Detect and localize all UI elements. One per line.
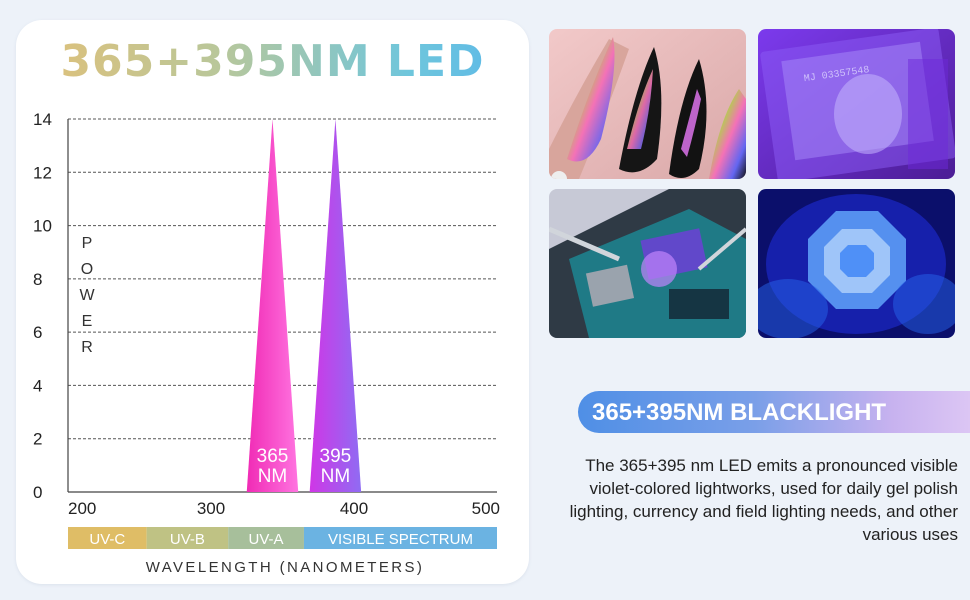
- x-tick-label: 500: [472, 499, 500, 518]
- y-tick-label: 0: [33, 483, 42, 502]
- peak-label: NM: [258, 466, 288, 487]
- chart-title: 365+395NM LED: [0, 36, 545, 88]
- y-tick-label: 10: [33, 217, 52, 236]
- spectrum-band-label: VISIBLE SPECTRUM: [328, 531, 473, 548]
- spectrum-band-label: UV-B: [170, 531, 205, 548]
- nail-polish-photo: [549, 29, 746, 179]
- circuit-board-photo: [549, 189, 746, 338]
- section-description: The 365+395 nm LED emits a pronounced vi…: [569, 456, 958, 544]
- y-tick-label: 14: [33, 110, 52, 129]
- y-tick-label: 2: [33, 430, 42, 449]
- x-tick-label: 200: [68, 499, 96, 518]
- spectrum-band: [146, 527, 229, 549]
- peak-label: NM: [321, 466, 351, 487]
- spectrum-band-label: UV-A: [249, 531, 284, 548]
- y-tick-label: 6: [33, 323, 42, 342]
- spectrum-band: [303, 527, 497, 549]
- section-heading-pill: [578, 391, 970, 433]
- x-axis-label: WAVELENGTH (NANOMETERS): [146, 559, 425, 576]
- y-tick-label: 4: [33, 376, 42, 395]
- x-tick-label: 400: [340, 499, 368, 518]
- spectrum-band-label: UV-C: [89, 531, 125, 548]
- spectrum-peak: [309, 119, 362, 492]
- spectrum-band: [68, 527, 147, 549]
- spectrum-peak: [246, 119, 299, 492]
- y-tick-label: 12: [33, 163, 52, 182]
- peak-label: 395: [320, 446, 352, 467]
- gemstone-photo: [758, 189, 955, 338]
- y-tick-label: 8: [33, 270, 42, 289]
- section-heading: 365+395NM BLACKLIGHT: [592, 399, 887, 426]
- spectrum-band: [228, 527, 304, 549]
- peak-label: 365: [257, 446, 289, 467]
- currency-photo: MJ 03357548: [758, 29, 955, 179]
- x-tick-label: 300: [197, 499, 225, 518]
